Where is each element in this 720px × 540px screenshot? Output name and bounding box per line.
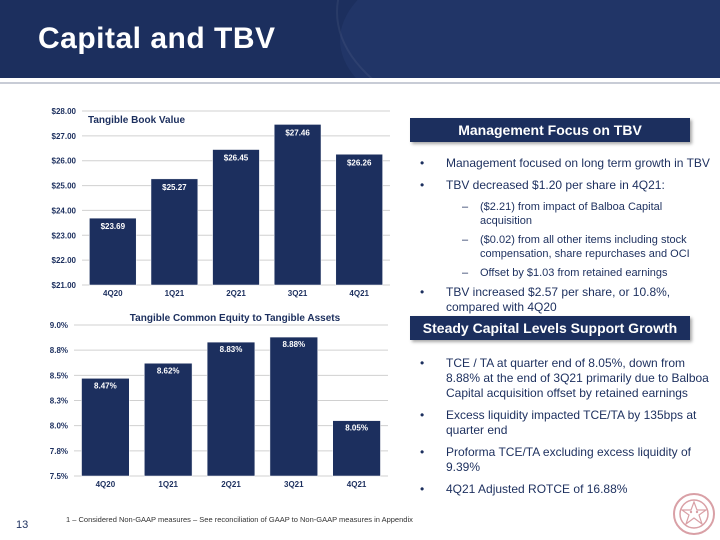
- bar: [81, 378, 130, 477]
- tbv-bar-chart: $28.00 $27.00 $26.00 $25.00 $24.00 $23.00 $22.…: [52, 107, 390, 298]
- x-tick-label: 3Q21: [288, 289, 308, 298]
- data-label: $27.46: [285, 128, 310, 137]
- chart-title: Tangible Common Equity to Tangible Asset…: [130, 313, 341, 324]
- page-title: Capital and TBV: [38, 22, 276, 55]
- bar: [150, 178, 199, 286]
- bar: [206, 341, 256, 477]
- panel-title-steady-capital: Steady Capital Levels Support Growth Rat…: [410, 316, 690, 360]
- header-divider-shadow: [0, 82, 720, 84]
- x-tick-label: 2Q21: [226, 289, 246, 298]
- data-label: 8.47%: [94, 381, 117, 390]
- y-tick-label: $24.00: [52, 206, 77, 215]
- sub-bullet-item: ($2.21) from impact of Balboa Capital ac…: [416, 200, 716, 228]
- bullet-item: Proforma TCE/TA excluding excess liquidi…: [416, 445, 716, 475]
- x-tick-label: 4Q21: [349, 289, 369, 298]
- bar: [269, 336, 318, 477]
- y-tick-label: 8.0%: [50, 422, 68, 431]
- data-label: $26.45: [224, 154, 249, 163]
- data-label: 8.62%: [157, 366, 180, 375]
- y-tick-label: $21.00: [52, 281, 77, 290]
- bar: [335, 154, 383, 286]
- x-tick-label: 4Q20: [103, 289, 123, 298]
- management-focus-bullets: Management focused on long term growth i…: [416, 156, 716, 322]
- bullet-item: TBV increased $2.57 per share, or 10.8%,…: [416, 285, 716, 315]
- bar: [212, 149, 260, 286]
- y-tick-label: $23.00: [52, 231, 77, 240]
- panel-title-management-focus: Management Focus on TBV: [410, 118, 690, 142]
- sub-bullet-item: ($0.02) from all other items including s…: [416, 233, 716, 261]
- bullet-item: Management focused on long term growth i…: [416, 156, 716, 171]
- bar: [332, 420, 381, 477]
- data-label: $23.69: [101, 222, 126, 231]
- data-label: $25.27: [162, 183, 187, 192]
- x-tick-label: 2Q21: [221, 480, 241, 489]
- tce-ta-bar-chart: 9.0% 8.8% 8.5% 8.3% 8.0% 7.8% 7.5% 8.47% 4Q20 8.6…: [50, 313, 388, 489]
- y-tick-label: $25.00: [52, 182, 77, 191]
- y-tick-label: 7.5%: [50, 472, 68, 481]
- y-tick-label: $22.00: [52, 256, 77, 265]
- y-tick-label: 8.8%: [50, 346, 68, 355]
- bullet-item: Excess liquidity impacted TCE/TA by 135b…: [416, 408, 716, 438]
- y-tick-label: 8.3%: [50, 397, 68, 406]
- y-tick-label: $26.00: [52, 157, 77, 166]
- footnote: 1 – Considered Non-GAAP measures – See r…: [66, 515, 413, 524]
- y-tick-label: $28.00: [52, 107, 77, 116]
- data-label: $26.26: [347, 158, 372, 167]
- x-tick-label: 4Q21: [347, 480, 367, 489]
- lion-logo-icon: [673, 493, 715, 535]
- slide-header: Capital and TBV: [0, 0, 720, 78]
- bar: [144, 363, 193, 477]
- header-divider: [0, 78, 720, 82]
- bullet-item: TCE / TA at quarter end of 8.05%, down f…: [416, 356, 716, 401]
- bullet-item: 4Q21 Adjusted ROTCE of 16.88%: [416, 482, 716, 497]
- y-tick-label: $27.00: [52, 132, 77, 141]
- y-tick-label: 7.8%: [50, 447, 68, 456]
- data-label: 8.05%: [345, 424, 368, 433]
- y-tick-label: 8.5%: [50, 371, 68, 380]
- data-label: 8.88%: [282, 340, 305, 349]
- steady-capital-bullets: TCE / TA at quarter end of 8.05%, down f…: [416, 356, 716, 504]
- bar: [89, 217, 137, 286]
- x-tick-label: 1Q21: [165, 289, 185, 298]
- sub-bullet-item: Offset by $1.03 from retained earnings: [416, 266, 716, 280]
- x-tick-label: 4Q20: [96, 480, 116, 489]
- data-label: 8.83%: [220, 345, 243, 354]
- page-number: 13: [16, 519, 29, 531]
- y-tick-label: 9.0%: [50, 321, 68, 330]
- bar: [273, 124, 322, 286]
- x-tick-label: 3Q21: [284, 480, 304, 489]
- x-tick-label: 1Q21: [158, 480, 178, 489]
- bullet-item: TBV decreased $1.20 per share in 4Q21:: [416, 178, 716, 193]
- chart-title: Tangible Book Value: [88, 115, 185, 126]
